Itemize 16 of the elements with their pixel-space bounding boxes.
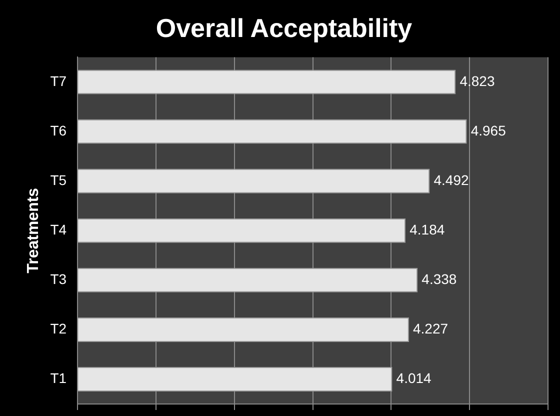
y-tick-label: T2: [50, 320, 67, 337]
data-label: 4.492: [434, 172, 470, 188]
data-label: 4.014: [396, 370, 432, 386]
y-tick-label: T1: [50, 370, 67, 386]
y-tick-label: T4: [50, 221, 67, 238]
y-tick-label: T5: [50, 172, 67, 188]
data-label: 4.338: [422, 271, 457, 287]
data-label: 4.823: [460, 72, 495, 89]
data-label: 4.965: [470, 122, 506, 138]
y-tick-label: T6: [50, 122, 67, 138]
data-label: 4.184: [410, 221, 445, 238]
y-tick-label: T3: [50, 271, 67, 287]
data-label: 4.227: [412, 320, 448, 337]
y-axis-title: Treatments: [25, 188, 42, 274]
chart-title: Overall Acceptability: [156, 12, 413, 43]
y-tick-label: T7: [50, 72, 67, 89]
